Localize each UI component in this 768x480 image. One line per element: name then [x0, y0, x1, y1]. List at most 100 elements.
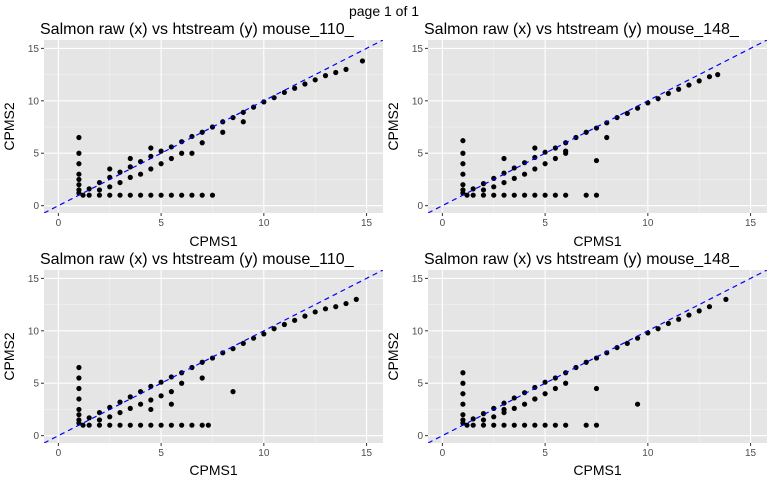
- data-point: [189, 422, 195, 428]
- data-point: [127, 405, 133, 411]
- data-point: [552, 155, 558, 162]
- data-point: [107, 422, 113, 428]
- data-point: [511, 422, 517, 428]
- data-point: [634, 401, 641, 407]
- data-point: [168, 144, 174, 150]
- x-tick-label: 0: [56, 218, 62, 229]
- y-axis-label: CPMS2: [385, 102, 401, 150]
- data-point: [460, 161, 466, 167]
- y-tick-label: 15: [412, 44, 424, 55]
- reference-line: [428, 270, 767, 443]
- data-point: [501, 179, 507, 186]
- data-point: [199, 192, 205, 198]
- data-point: [137, 401, 144, 407]
- data-point: [552, 375, 558, 381]
- data-point: [117, 422, 123, 428]
- data-point: [76, 171, 82, 177]
- data-point: [501, 155, 507, 162]
- data-point: [148, 192, 154, 198]
- data-point: [96, 417, 103, 423]
- data-point: [250, 335, 257, 341]
- data-point: [521, 160, 528, 166]
- y-tick-label: 10: [412, 326, 424, 337]
- data-point: [137, 422, 144, 428]
- data-point: [511, 395, 517, 401]
- data-point: [552, 385, 558, 392]
- data-point: [76, 150, 82, 156]
- y-tick-label: 5: [33, 149, 39, 160]
- x-tick-label: 15: [745, 448, 757, 459]
- data-point: [292, 317, 298, 323]
- data-point: [552, 192, 558, 198]
- data-point: [281, 89, 287, 96]
- data-point: [117, 179, 123, 186]
- data-point: [189, 150, 195, 156]
- data-point: [76, 364, 82, 371]
- data-point: [137, 171, 144, 177]
- reference-line: [44, 40, 383, 213]
- data-point: [168, 155, 174, 162]
- data-point: [614, 344, 620, 351]
- data-point: [655, 326, 661, 332]
- data-point: [127, 174, 133, 180]
- data-point: [96, 192, 103, 198]
- data-point: [542, 161, 548, 167]
- data-point: [480, 417, 487, 423]
- data-point: [117, 399, 123, 405]
- data-point: [563, 148, 569, 154]
- data-point: [76, 406, 82, 413]
- data-point: [148, 397, 154, 403]
- data-point: [542, 192, 548, 198]
- data-point: [696, 308, 702, 314]
- data-point: [209, 192, 216, 198]
- data-point: [665, 320, 671, 327]
- data-point: [501, 192, 507, 198]
- data-point: [117, 192, 123, 198]
- data-point: [179, 380, 185, 386]
- panel-title: Salmon raw (x) vs htstream (y) mouse_110…: [40, 251, 355, 268]
- data-point: [706, 74, 713, 80]
- data-point: [117, 169, 123, 175]
- data-point: [532, 422, 538, 428]
- data-point: [521, 192, 528, 198]
- data-point: [107, 414, 113, 420]
- data-point: [343, 66, 349, 72]
- data-point: [480, 192, 487, 198]
- data-point: [532, 396, 538, 402]
- data-point: [511, 175, 517, 181]
- x-tick-label: 5: [542, 448, 548, 459]
- data-point: [583, 422, 589, 428]
- data-point: [460, 380, 466, 386]
- data-point: [532, 192, 538, 198]
- data-point: [655, 96, 661, 102]
- y-tick-label: 0: [33, 201, 39, 212]
- data-point: [583, 129, 589, 135]
- data-point: [230, 389, 236, 395]
- data-point: [460, 182, 466, 188]
- data-point: [480, 411, 487, 417]
- data-point: [179, 150, 185, 156]
- data-point: [706, 304, 713, 310]
- data-point: [189, 192, 195, 198]
- data-point: [460, 401, 466, 407]
- data-point: [158, 161, 164, 167]
- data-point: [696, 78, 702, 84]
- data-point: [480, 181, 487, 187]
- data-point: [107, 184, 113, 190]
- data-point: [491, 192, 497, 198]
- data-point: [168, 374, 174, 380]
- data-point: [521, 422, 528, 428]
- data-point: [168, 389, 174, 395]
- data-point: [521, 401, 528, 407]
- data-point: [292, 85, 298, 91]
- page-label: page 1 of 1: [349, 3, 419, 19]
- data-point: [464, 192, 470, 198]
- data-point: [624, 110, 630, 116]
- data-point: [333, 304, 339, 310]
- data-point: [168, 422, 174, 428]
- data-point: [220, 129, 226, 135]
- data-point: [343, 300, 349, 307]
- data-point: [158, 422, 164, 428]
- points-group: [460, 72, 721, 198]
